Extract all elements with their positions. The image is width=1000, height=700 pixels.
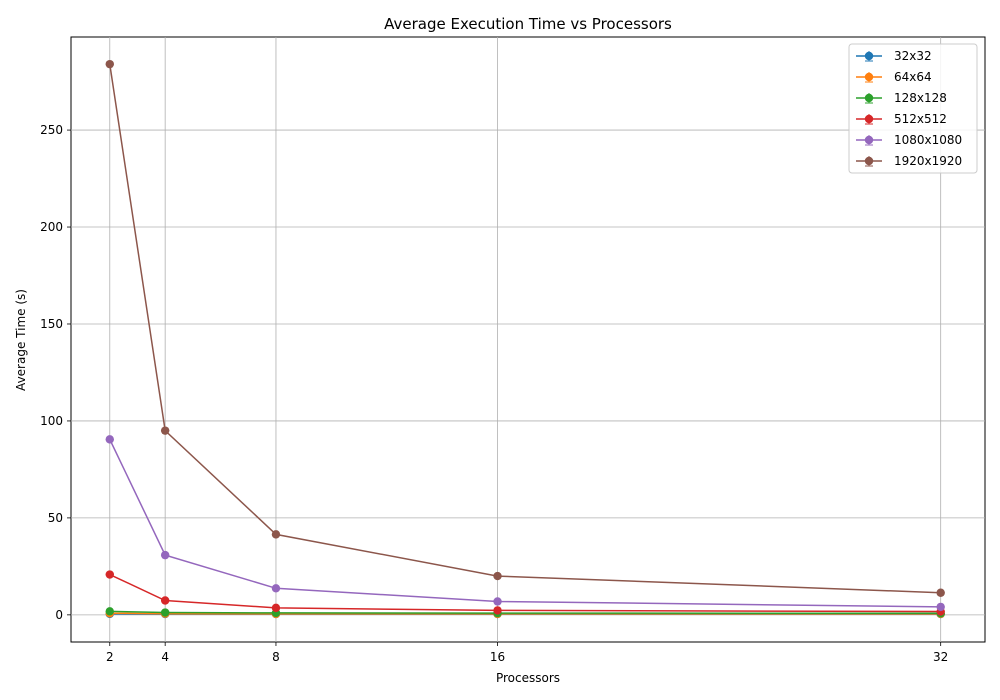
grid	[71, 37, 985, 642]
legend: 32x32 64x64 128x128 512x512 1080x1080 1920x19…	[848, 43, 978, 174]
data-point	[493, 597, 502, 606]
x-tick-label: 8	[272, 650, 280, 664]
data-point	[105, 607, 114, 616]
data-point	[271, 603, 281, 613]
legend-item: 128x128	[856, 91, 947, 105]
data-point	[271, 530, 281, 539]
y-tick-label: 150	[40, 317, 63, 331]
legend-marker	[864, 51, 874, 61]
x-axis-label: Processors	[496, 671, 560, 685]
y-tick-label: 0	[55, 608, 63, 622]
legend-marker	[864, 114, 874, 124]
data-point	[105, 435, 114, 444]
y-tick-label: 200	[40, 220, 63, 234]
data-point	[105, 570, 114, 579]
data-point	[936, 588, 945, 597]
legend-marker	[864, 72, 874, 82]
ticks: 2 4 8 16 32 0 50 100 150 200 250	[40, 123, 948, 664]
data-point	[271, 584, 281, 593]
legend-label: 32x32	[894, 49, 932, 63]
legend-label: 512x512	[894, 112, 947, 126]
series-1920x1920	[105, 59, 945, 597]
legend-marker	[864, 156, 874, 166]
y-tick-label: 100	[40, 414, 63, 428]
y-tick-label: 50	[48, 511, 63, 525]
legend-item: 64x64	[856, 70, 932, 84]
x-tick-label: 32	[933, 650, 948, 664]
legend-item: 32x32	[856, 49, 932, 63]
series-layer	[105, 59, 945, 619]
y-tick-label: 250	[40, 123, 63, 137]
x-tick-label: 4	[161, 650, 169, 664]
x-tick-label: 2	[106, 650, 114, 664]
legend-item: 1920x1920	[856, 154, 962, 168]
data-point	[936, 602, 945, 612]
data-point	[105, 59, 114, 69]
data-point	[160, 596, 170, 605]
legend-label: 128x128	[894, 91, 947, 105]
x-tick-label: 16	[490, 650, 505, 664]
series-512x512	[105, 570, 945, 616]
legend-label: 64x64	[894, 70, 932, 84]
plot-area	[70, 36, 986, 643]
series-1080x1080	[105, 435, 945, 612]
y-axis-label: Average Time (s)	[14, 289, 28, 391]
legend-label: 1920x1920	[894, 154, 962, 168]
legend-label: 1080x1080	[894, 133, 962, 147]
data-point	[493, 606, 502, 615]
data-point	[493, 571, 502, 581]
legend-marker	[864, 135, 874, 145]
data-point	[160, 550, 170, 560]
legend-item: 512x512	[856, 112, 947, 126]
data-point	[160, 608, 170, 617]
data-point	[160, 426, 170, 435]
legend-marker	[864, 93, 874, 103]
chart-title: Average Execution Time vs Processors	[384, 15, 672, 33]
legend-item: 1080x1080	[856, 133, 962, 147]
